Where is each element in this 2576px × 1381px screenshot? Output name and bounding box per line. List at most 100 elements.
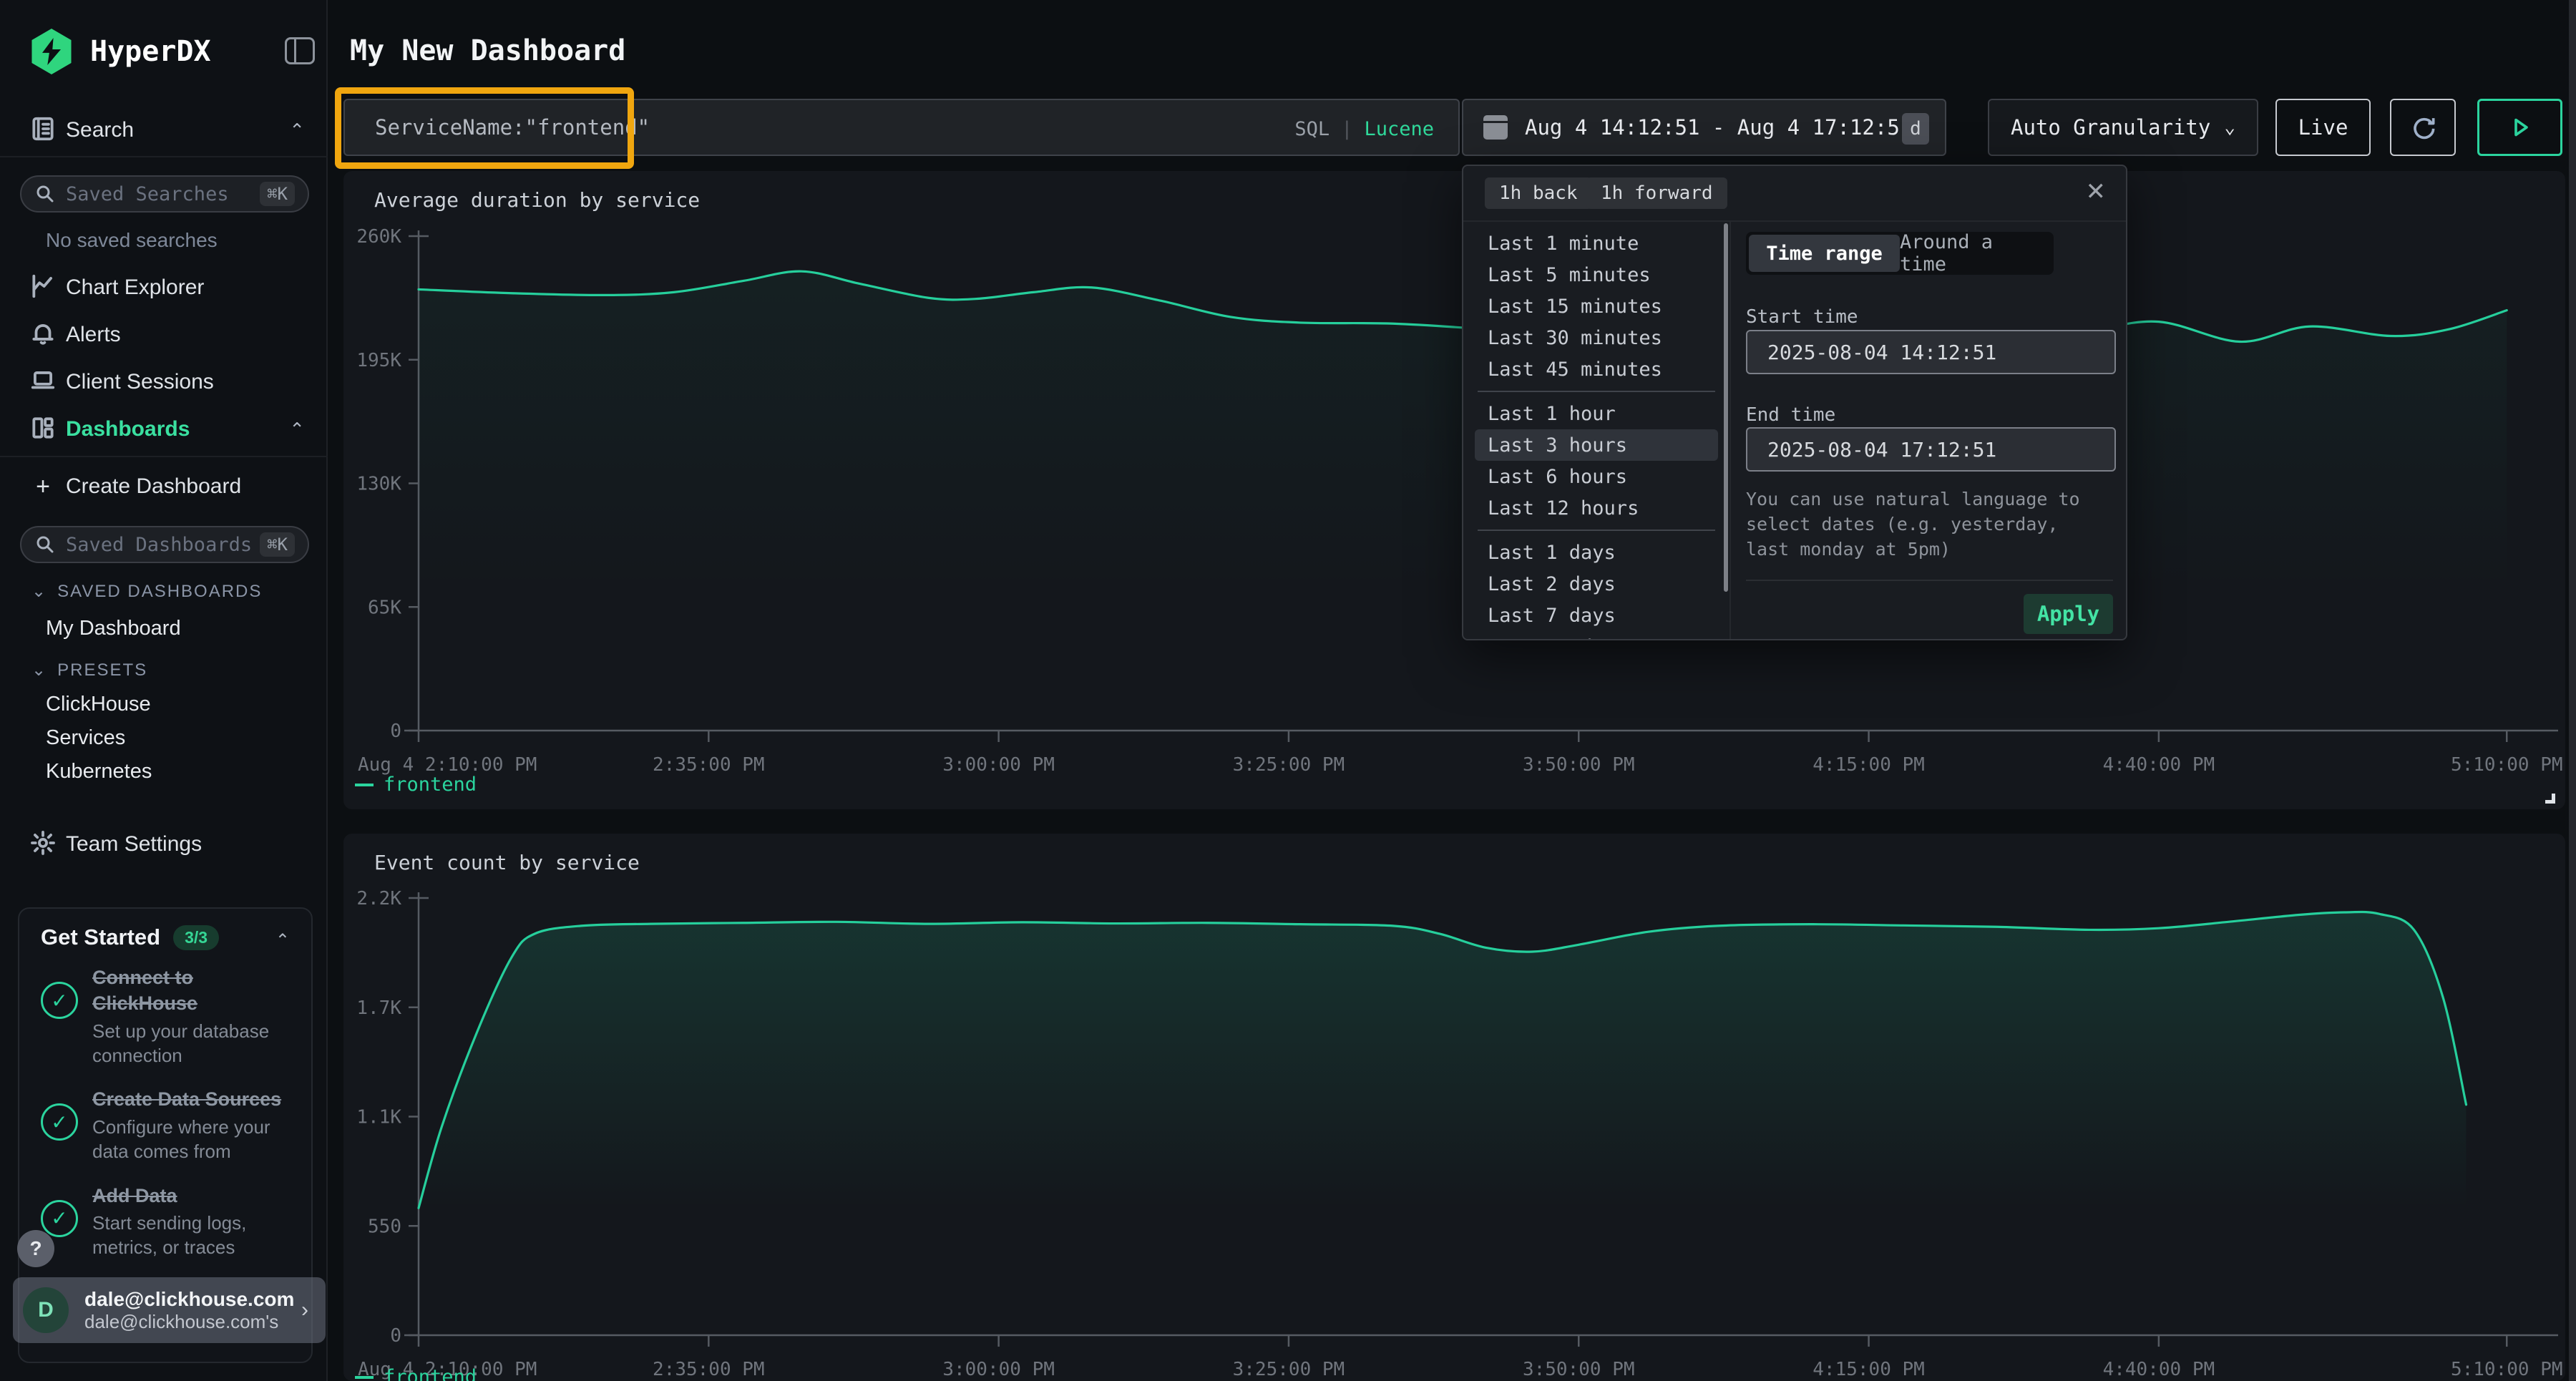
get-started-item-title: Add Data: [92, 1184, 177, 1206]
sidebar-item-search[interactable]: Search ⌃: [0, 107, 328, 153]
get-started-item-title: Connect to ClickHouse: [92, 967, 198, 1015]
time-range-input[interactable]: Aug 4 14:12:51 - Aug 4 17:12:51 d: [1462, 99, 1946, 156]
chevron-up-icon[interactable]: ⌃: [275, 931, 290, 950]
presets-section[interactable]: ⌄ PRESETS: [31, 660, 147, 680]
divider: [1478, 530, 1715, 531]
granularity-select[interactable]: Auto Granularity ⌄: [1988, 99, 2258, 156]
svg-text:4:40:00 PM: 4:40:00 PM: [2103, 754, 2215, 776]
end-time-input[interactable]: 2025-08-04 17:12:51: [1746, 427, 2116, 472]
time-picker-tabs: Time range Around a time: [1746, 231, 2054, 275]
chevron-down-icon: ⌄: [2224, 117, 2235, 138]
panel-resize-handle[interactable]: [2545, 794, 2555, 804]
relative-option-last-1-minute[interactable]: Last 1 minute: [1488, 232, 1639, 255]
saved-dashboards-section[interactable]: ⌄ SAVED DASHBOARDS: [31, 581, 262, 602]
calendar-icon: [1483, 115, 1508, 140]
refresh-button[interactable]: [2390, 99, 2456, 156]
sidebar-item-label: Chart Explorer: [66, 275, 205, 299]
apply-button[interactable]: Apply: [2024, 594, 2113, 634]
relative-option-last-45-minutes[interactable]: Last 45 minutes: [1488, 358, 1662, 381]
chevron-down-icon: ⌄: [31, 582, 48, 601]
account-chip[interactable]: D dale@clickhouse.com dale@clickhouse.co…: [13, 1277, 326, 1343]
run-query-button[interactable]: [2477, 99, 2562, 156]
get-started-item[interactable]: ✓ Connect to ClickHouse Set up your databa…: [41, 965, 295, 1068]
sidebar-item-preset-kubernetes[interactable]: Kubernetes: [46, 760, 152, 783]
sidebar: HyperDX Search ⌃ Saved Searches ⌘K No sa…: [0, 0, 328, 1381]
chart-legend[interactable]: frontend: [355, 774, 477, 796]
gear-icon: [29, 829, 57, 860]
saved-searches-placeholder: Saved Searches: [66, 182, 229, 205]
relative-option-last-1-hour[interactable]: Last 1 hour: [1488, 402, 1616, 425]
saved-dashboards-placeholder: Saved Dashboards: [66, 533, 253, 556]
relative-option-last-2-days[interactable]: Last 2 days: [1488, 572, 1616, 595]
no-saved-searches-text: No saved searches: [46, 229, 218, 251]
get-started-badge: 3/3: [173, 924, 220, 950]
get-started-item[interactable]: ✓ Create Data Sources Configure where your…: [41, 1086, 295, 1163]
sidebar-item-label: Team Settings: [66, 832, 203, 856]
check-circle-icon: ✓: [41, 1103, 78, 1141]
shortcut-badge: ⌘K: [260, 532, 295, 557]
help-button[interactable]: ?: [17, 1230, 54, 1267]
create-dashboard-label: Create Dashboard: [66, 474, 242, 498]
sql-toggle[interactable]: SQL: [1294, 117, 1330, 140]
get-started-item[interactable]: ✓ Add Data Start sending logs, metrics, or…: [41, 1183, 295, 1260]
live-button[interactable]: Live: [2275, 99, 2371, 156]
scrollbar-thumb[interactable]: [1724, 223, 1728, 592]
chart-explorer-icon: [29, 273, 57, 303]
close-icon[interactable]: ✕: [2085, 178, 2107, 205]
sidebar-item-alerts[interactable]: Alerts: [0, 312, 328, 358]
relative-option-last-7-days[interactable]: Last 7 days: [1488, 604, 1616, 627]
sidebar-item-label: Search: [66, 118, 135, 142]
svg-text:4:15:00 PM: 4:15:00 PM: [1813, 1359, 1925, 1380]
saved-dashboards-input[interactable]: Saved Dashboards ⌘K: [20, 526, 309, 563]
end-time-label: End time: [1746, 404, 1836, 426]
sidebar-collapse-icon[interactable]: [285, 37, 315, 64]
relative-option-last-6-hours[interactable]: Last 6 hours: [1488, 465, 1628, 488]
shortcut-badge: ⌘K: [260, 182, 295, 206]
page-scrollbar[interactable]: [2569, 0, 2576, 1381]
sidebar-item-label: Client Sessions: [66, 370, 214, 394]
section-label: SAVED DASHBOARDS: [57, 581, 263, 601]
tab-time-range[interactable]: Time range: [1749, 235, 1900, 272]
relative-option-last-30-minutes[interactable]: Last 30 minutes: [1488, 326, 1662, 349]
relative-option-last-1-days[interactable]: Last 1 days: [1488, 541, 1616, 564]
forward-1h-button[interactable]: 1h forward: [1586, 177, 1727, 209]
relative-option-last-14-days[interactable]: Last 14 days: [1475, 631, 1718, 640]
back-1h-button[interactable]: 1h back: [1485, 177, 1592, 209]
sidebar-item-my-dashboard[interactable]: My Dashboard: [46, 617, 181, 640]
svg-text:2:35:00 PM: 2:35:00 PM: [653, 754, 765, 776]
get-started-title: Get Started: [41, 924, 161, 950]
legend-line-swatch: [355, 783, 374, 786]
tab-around-a-time[interactable]: Around a time: [1900, 231, 1994, 275]
start-time-input[interactable]: 2025-08-04 14:12:51: [1746, 330, 2116, 374]
refresh-icon: [2414, 117, 2435, 140]
sidebar-item-team-settings[interactable]: Team Settings: [0, 821, 328, 867]
page-title: My New Dashboard: [350, 34, 626, 67]
sidebar-item-client-sessions[interactable]: Client Sessions: [0, 359, 328, 405]
natural-language-hint: You can use natural language to select d…: [1746, 489, 2080, 560]
relative-option-last-15-minutes[interactable]: Last 15 minutes: [1488, 295, 1662, 318]
relative-option-last-12-hours[interactable]: Last 12 hours: [1488, 497, 1639, 519]
time-range-value: Aug 4 14:12:51 - Aug 4 17:12:51: [1525, 115, 1913, 140]
chevron-up-icon: ⌃: [289, 119, 305, 141]
section-label: PRESETS: [57, 660, 148, 680]
chart-legend[interactable]: frontend: [355, 1366, 477, 1381]
sidebar-item-dashboards[interactable]: Dashboards ⌃: [0, 406, 328, 452]
get-started-item-subtitle: Set up your database connection: [92, 1020, 270, 1066]
relative-option-last-3-hours[interactable]: Last 3 hours: [1475, 429, 1718, 461]
lucene-toggle[interactable]: Lucene: [1364, 117, 1434, 140]
svg-text:260K: 260K: [356, 226, 401, 248]
relative-option-last-5-minutes[interactable]: Last 5 minutes: [1488, 263, 1651, 286]
logo[interactable]: HyperDX: [29, 29, 211, 74]
sidebar-item-chart-explorer[interactable]: Chart Explorer: [0, 265, 328, 311]
svg-text:550: 550: [368, 1216, 401, 1237]
account-subtext: dale@clickhouse.com's: [84, 1310, 279, 1332]
sidebar-item-preset-clickhouse[interactable]: ClickHouse: [46, 693, 151, 716]
filter-query-input[interactable]: ServiceName:"frontend" SQL | Lucene: [343, 99, 1460, 156]
account-email: dale@clickhouse.com: [84, 1287, 295, 1310]
svg-text:3:50:00 PM: 3:50:00 PM: [1523, 1359, 1635, 1380]
saved-searches-input[interactable]: Saved Searches ⌘K: [20, 175, 309, 213]
svg-text:2:35:00 PM: 2:35:00 PM: [653, 1359, 765, 1380]
create-dashboard-button[interactable]: + Create Dashboard: [0, 464, 328, 509]
logo-text: HyperDX: [90, 35, 211, 68]
sidebar-item-preset-services[interactable]: Services: [46, 726, 126, 749]
